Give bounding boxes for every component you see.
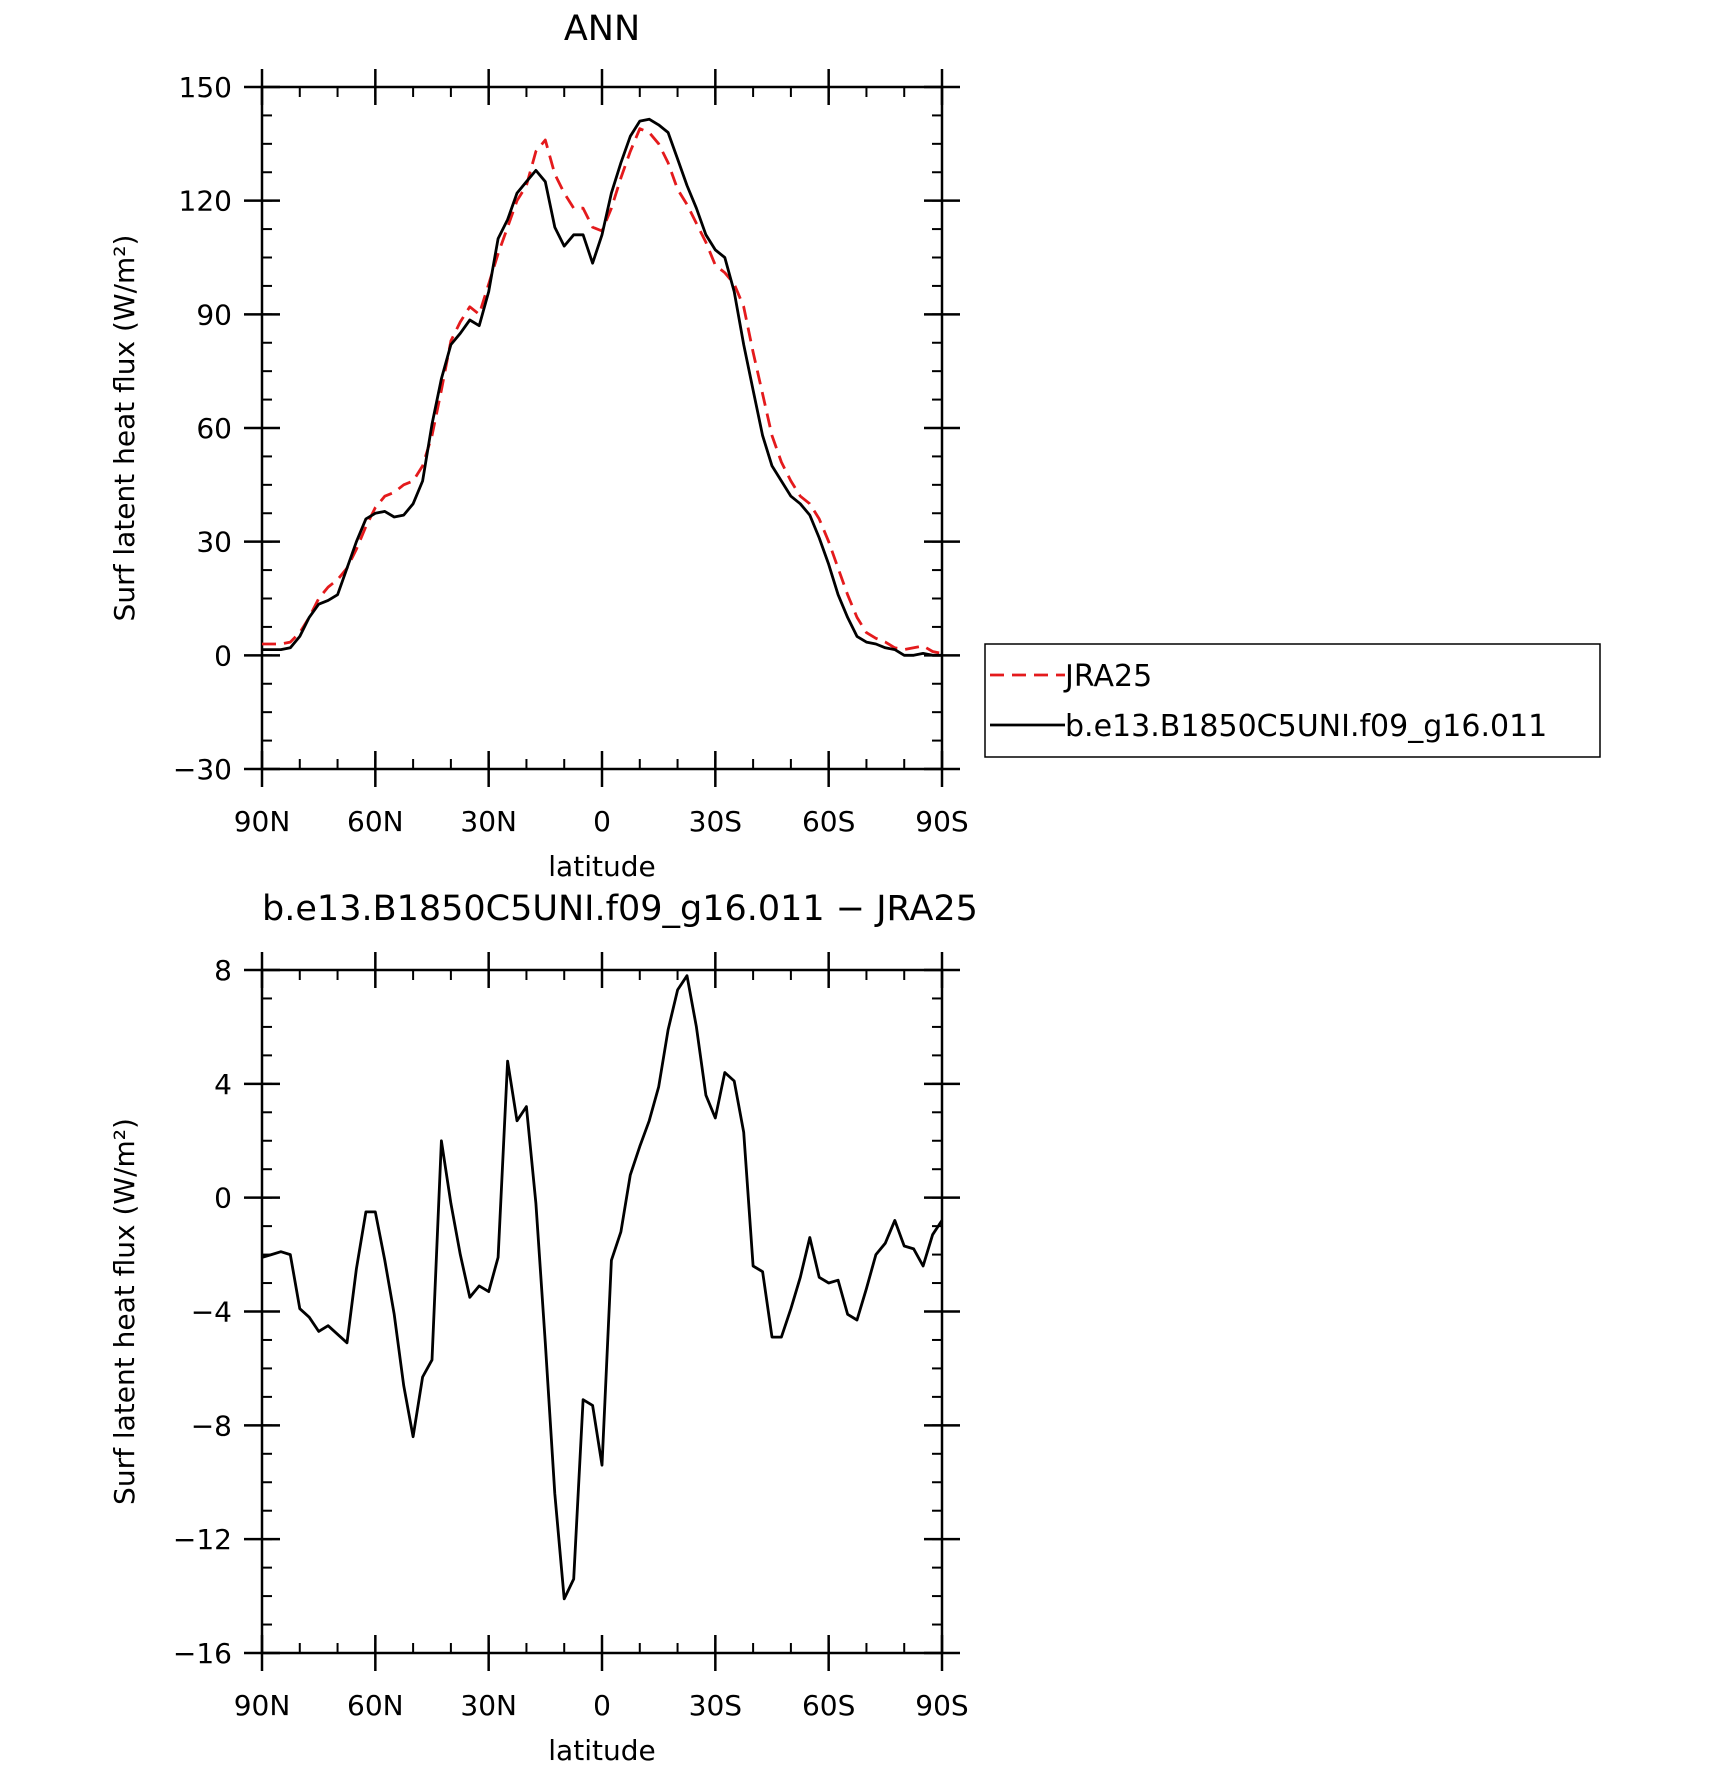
series-line-0 — [261, 974, 944, 1601]
x-tick-label: 90N — [234, 1689, 291, 1722]
x-tick-label: 30N — [460, 805, 517, 838]
x-axis-label: latitude — [548, 850, 655, 883]
x-tick-label: 60N — [347, 1689, 404, 1722]
legend: JRA25 b.e13.B1850C5UNI.f09_g16.011 — [984, 643, 1601, 758]
y-tick-label: 8 — [214, 954, 232, 987]
y-tick-label: 0 — [214, 639, 232, 672]
y-tick-label: −4 — [191, 1296, 232, 1329]
series-line-0 — [262, 127, 943, 655]
x-tick-label: 90N — [234, 805, 291, 838]
chart-title: ANN — [564, 9, 640, 49]
x-tick-label: 60S — [802, 805, 855, 838]
y-tick-label: 90 — [196, 298, 232, 331]
x-axis-label: latitude — [548, 1734, 655, 1767]
x-tick-label: 30S — [689, 805, 742, 838]
y-tick-label: −12 — [173, 1523, 232, 1556]
chart-title: b.e13.B1850C5UNI.f09_g16.011 − JRA25 — [262, 889, 978, 929]
x-tick-label: 0 — [593, 1689, 611, 1722]
y-tick-label: −8 — [191, 1409, 232, 1442]
y-tick-label: 0 — [214, 1182, 232, 1215]
y-axis-label: Surf latent heat flux (W/m²) — [108, 235, 141, 622]
legend-box — [984, 643, 1601, 758]
y-tick-label: −16 — [173, 1637, 232, 1670]
x-tick-label: 30N — [460, 1689, 517, 1722]
y-tick-label: −30 — [173, 753, 232, 786]
x-tick-label: 60S — [802, 1689, 855, 1722]
x-tick-label: 90S — [915, 1689, 968, 1722]
x-tick-label: 90S — [915, 805, 968, 838]
x-tick-label: 30S — [689, 1689, 742, 1722]
plot-frame — [260, 85, 944, 771]
legend-label-1: b.e13.B1850C5UNI.f09_g16.011 — [1065, 709, 1547, 744]
bottom-panel: 90N 60N 30N 0 30S 60S 90S −16 −12 −8 −4 0 4 8 b.e13.B1… — [108, 889, 978, 1767]
y-tick-label: 4 — [214, 1068, 232, 1101]
plot-frame — [260, 968, 944, 1655]
series-line-1 — [262, 117, 942, 657]
x-tick-label: 0 — [593, 805, 611, 838]
y-tick-label: 150 — [179, 71, 232, 104]
x-tick-label: 60N — [347, 805, 404, 838]
y-axis-label: Surf latent heat flux (W/m²) — [108, 1118, 141, 1505]
y-tick-label: 60 — [196, 412, 232, 445]
legend-label-0: JRA25 — [1063, 659, 1152, 694]
y-tick-label: 30 — [196, 526, 232, 559]
y-tick-label: 120 — [179, 185, 232, 218]
top-panel: 90N 60N 30N 0 30S 60S 90S −30 0 30 60 90 120 150 ANN la… — [108, 9, 969, 883]
